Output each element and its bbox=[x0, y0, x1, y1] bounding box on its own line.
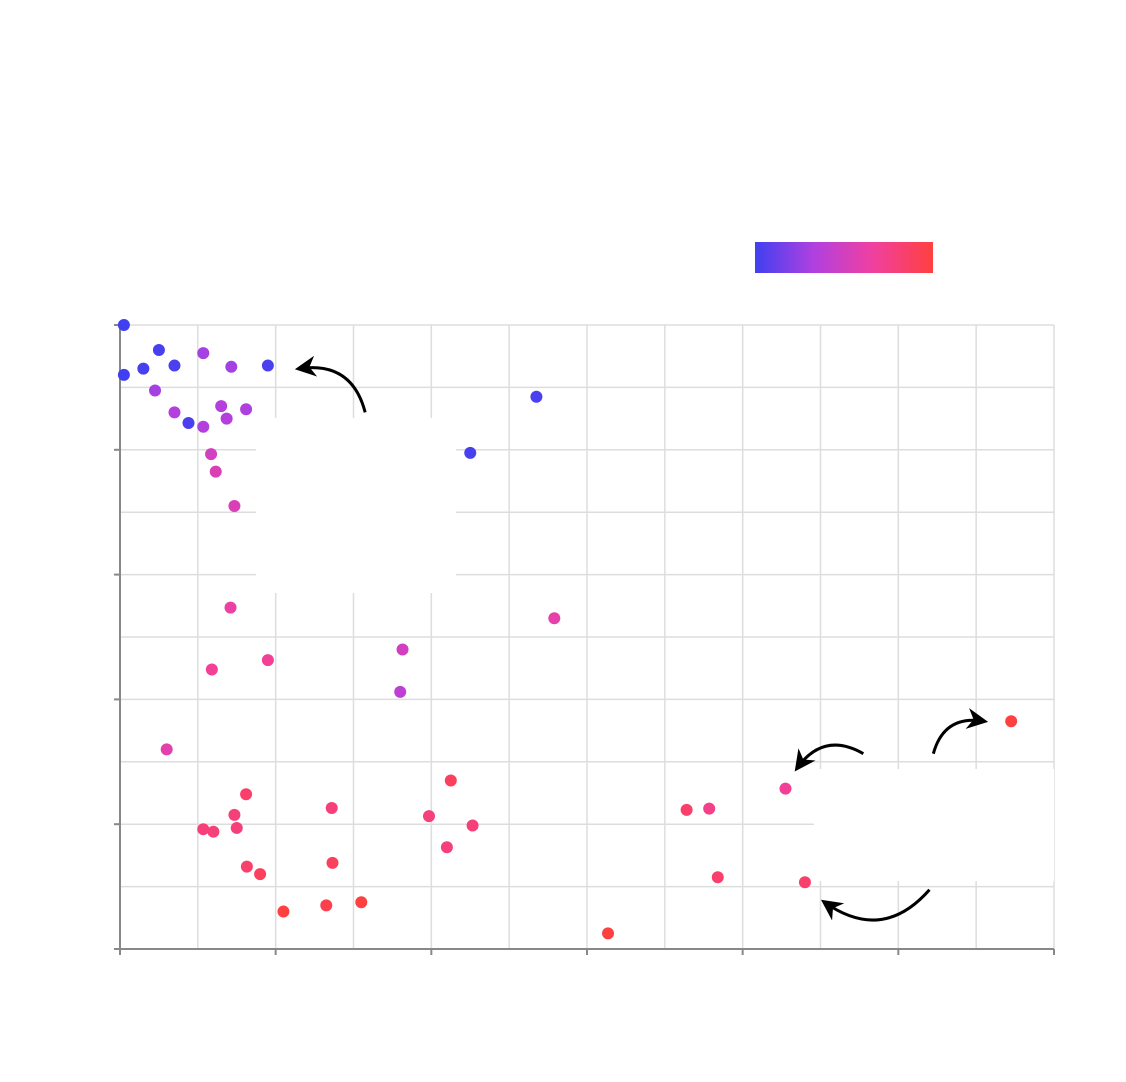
data-point bbox=[228, 499, 241, 512]
data-point bbox=[320, 899, 333, 912]
data-point bbox=[197, 347, 210, 360]
data-point bbox=[205, 448, 218, 461]
colorbar bbox=[755, 242, 933, 273]
data-point bbox=[355, 896, 368, 909]
data-point bbox=[209, 465, 222, 478]
data-point bbox=[798, 876, 811, 889]
data-point bbox=[530, 390, 543, 403]
data-point bbox=[703, 802, 716, 815]
data-point bbox=[160, 743, 173, 756]
blank-regions bbox=[256, 418, 1054, 881]
data-point bbox=[240, 860, 253, 873]
data-point bbox=[117, 368, 130, 381]
data-point bbox=[152, 343, 165, 356]
data-point bbox=[228, 808, 241, 821]
data-point bbox=[548, 612, 561, 625]
annotation-arrow bbox=[820, 888, 931, 922]
data-point bbox=[422, 810, 435, 823]
data-point bbox=[440, 841, 453, 854]
data-point bbox=[117, 319, 130, 331]
data-point bbox=[168, 406, 181, 419]
data-point bbox=[466, 819, 479, 832]
data-point bbox=[680, 803, 693, 816]
blank-region bbox=[256, 418, 456, 593]
data-point bbox=[396, 643, 409, 656]
data-point bbox=[394, 685, 407, 698]
annotation-arrows bbox=[294, 355, 989, 922]
data-point bbox=[182, 416, 195, 429]
data-point bbox=[254, 868, 267, 881]
data-point bbox=[325, 801, 338, 814]
data-point bbox=[326, 856, 339, 869]
data-points bbox=[117, 319, 1018, 940]
data-point bbox=[464, 446, 477, 459]
data-point bbox=[207, 825, 220, 838]
data-point bbox=[1005, 715, 1018, 728]
data-point bbox=[137, 362, 150, 375]
data-point bbox=[711, 871, 724, 884]
data-point bbox=[149, 384, 162, 397]
data-point bbox=[779, 782, 792, 795]
data-point bbox=[225, 360, 238, 373]
data-point bbox=[602, 927, 615, 940]
data-point bbox=[261, 654, 274, 667]
data-point bbox=[240, 403, 253, 416]
data-point bbox=[240, 788, 253, 801]
data-point bbox=[444, 774, 457, 787]
annotation-arrow bbox=[794, 743, 865, 772]
data-point bbox=[230, 821, 243, 834]
data-point bbox=[168, 359, 181, 372]
data-point bbox=[224, 601, 237, 614]
data-point bbox=[197, 420, 210, 433]
blank-region bbox=[814, 769, 1054, 881]
data-point bbox=[197, 823, 210, 836]
annotation-arrow bbox=[294, 355, 367, 413]
data-point bbox=[215, 400, 228, 413]
data-point bbox=[205, 663, 218, 676]
data-point bbox=[277, 905, 290, 918]
data-point bbox=[220, 412, 233, 425]
data-point bbox=[261, 359, 274, 372]
annotation-arrow bbox=[931, 708, 989, 755]
